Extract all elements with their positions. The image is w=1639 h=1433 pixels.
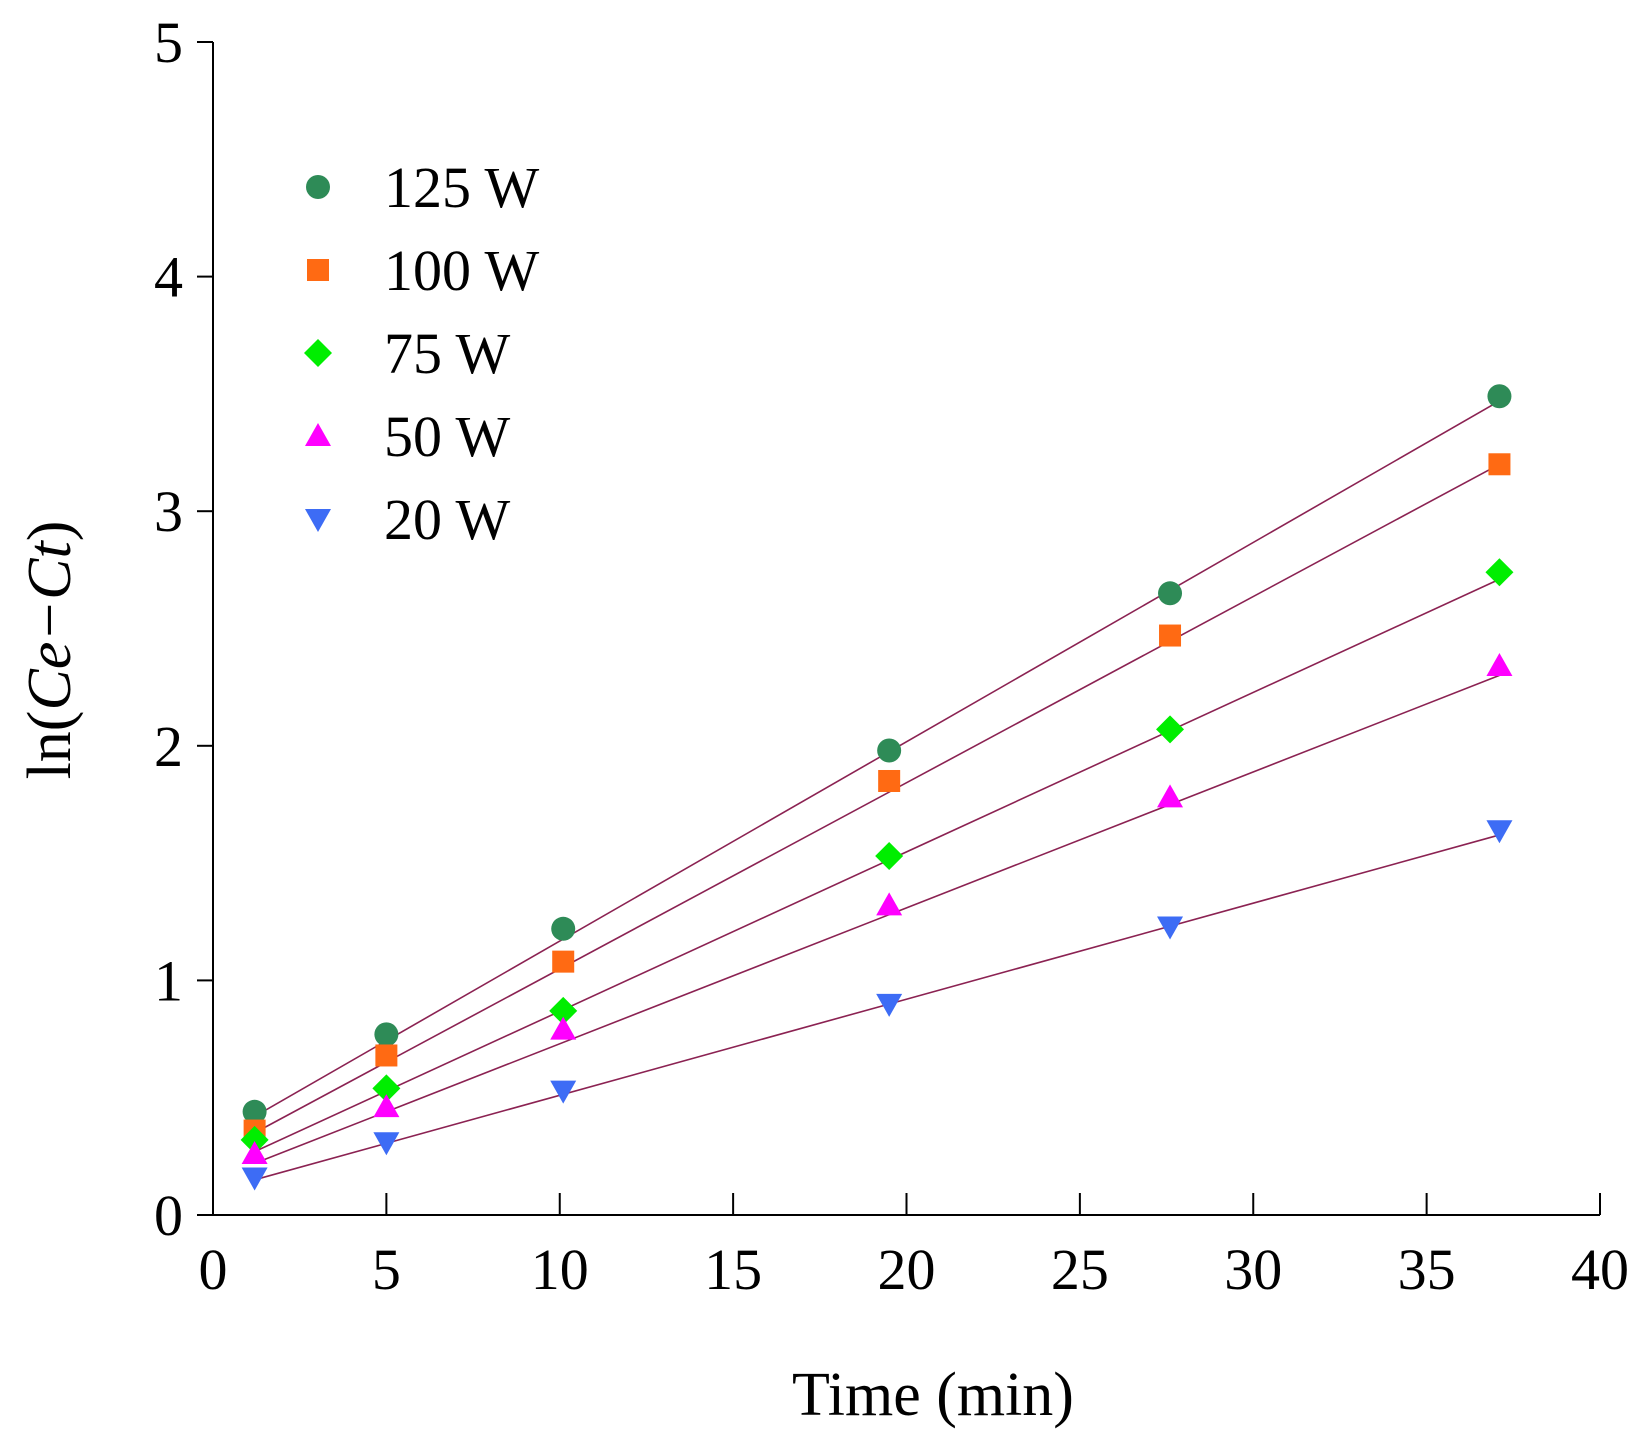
data-point [1486,653,1513,677]
data-point [878,769,901,792]
data-point [876,993,903,1017]
y-tick-label: 4 [154,245,183,310]
legend-label: 75 W [384,321,510,386]
data-point [242,1099,267,1124]
legend-marker [306,175,330,199]
data-point [1159,624,1182,647]
data-point [1156,715,1185,744]
axes: 0 5 10 15 20 25 30 35 40 0 1 2 3 4 5 [154,10,1629,1302]
x-tick-label: 20 [878,1237,936,1302]
data-point [1157,916,1184,940]
fit-line-20w [254,834,1500,1181]
legend-marker [305,423,331,446]
fit-line-100w [254,463,1500,1134]
x-tick-label: 15 [704,1237,762,1302]
data-point [551,916,576,941]
legend-marker [307,259,329,281]
x-tick-label: 40 [1571,1237,1629,1302]
legend-label: 20 W [384,487,510,552]
legend-label: 125 W [384,155,539,220]
legend-marker [305,509,331,532]
x-tick-label: 0 [199,1237,228,1302]
data-point [372,1074,401,1103]
x-tick-label: 30 [1224,1237,1282,1302]
y-axis-title: ln(Ce−Ct) [16,521,84,780]
y-tick-label: 2 [154,714,183,779]
y-tick-label: 3 [154,479,183,544]
y-tick-label: 5 [154,10,183,75]
data-point [241,1167,268,1191]
fit-line-75w [254,578,1500,1153]
data-point [1158,581,1183,606]
fit-lines [254,400,1500,1181]
x-tick-label: 25 [1051,1237,1109,1302]
data-point [549,996,578,1025]
fit-line-125w [254,400,1500,1118]
data-point [1157,784,1184,808]
y-tick-label: 0 [154,1183,183,1248]
x-tick-label: 35 [1398,1237,1456,1302]
data-point [1486,820,1513,844]
data-point [1488,453,1511,476]
legend-marker [304,339,332,367]
data-point [550,1016,577,1040]
x-tick-label: 5 [372,1237,401,1302]
data-point [877,738,902,763]
x-tick-label: 10 [531,1237,589,1302]
x-axis-title: Time (min) [792,1361,1074,1429]
legend-label: 100 W [384,238,539,303]
data-points [240,384,1514,1191]
y-tick-label: 1 [154,948,183,1013]
data-point [375,1044,398,1067]
y-axis-title-prefix: ln [16,731,84,779]
data-point [373,1094,400,1118]
fit-line-50w [254,674,1500,1165]
data-point [373,1132,400,1156]
data-point [550,1080,577,1104]
legend-label: 50 W [384,404,510,469]
data-point [875,842,904,871]
y-axis-title-inner: Ce−Ct [16,539,84,710]
data-point [374,1022,399,1047]
legend: 125 W 100 W 75 W 50 W 20 W [304,155,539,552]
data-point [1485,558,1514,587]
data-point [876,892,903,916]
data-point [552,950,575,973]
data-point [1487,384,1512,409]
data-point [241,1141,268,1165]
data-point [240,1125,269,1154]
